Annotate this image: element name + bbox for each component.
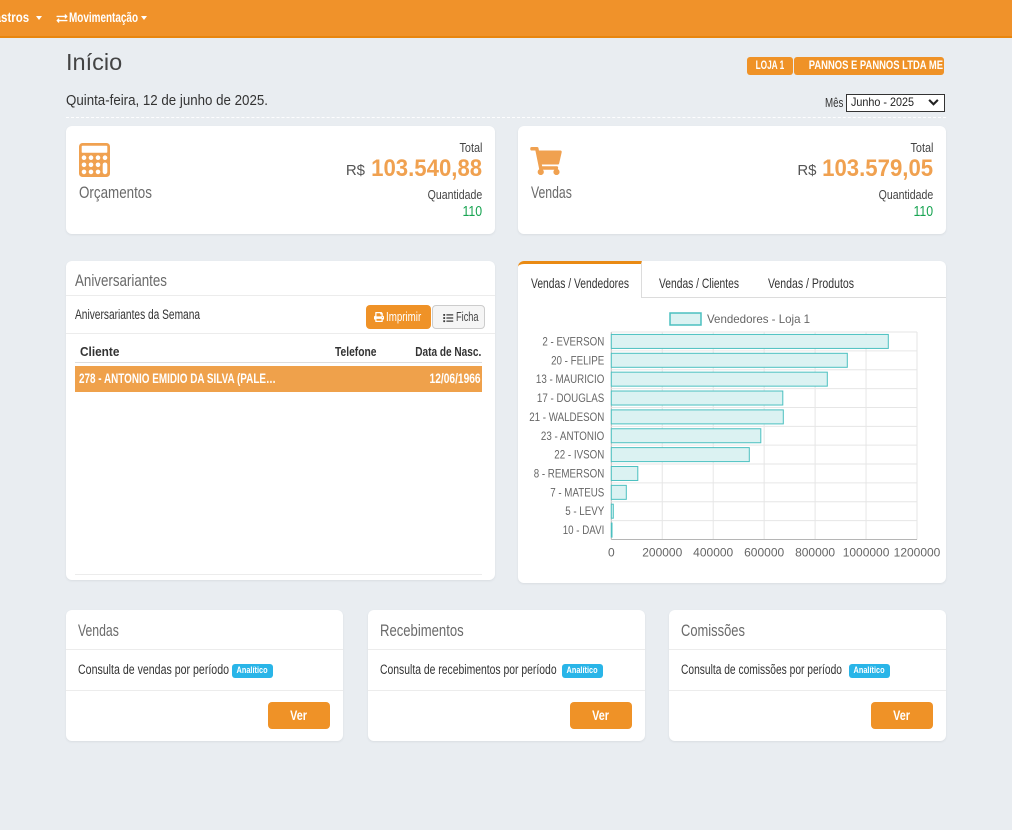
svg-text:0: 0 [607, 546, 614, 560]
svg-text:200000: 200000 [642, 546, 682, 560]
svg-text:Vendedores - Loja 1: Vendedores - Loja 1 [707, 312, 810, 326]
svg-text:10 - DAVI: 10 - DAVI [562, 525, 604, 537]
svg-text:800000: 800000 [795, 546, 835, 560]
svg-text:8 - REMERSON: 8 - REMERSON [533, 468, 604, 480]
svg-text:1200000: 1200000 [893, 546, 940, 560]
svg-text:400000: 400000 [693, 546, 733, 560]
svg-text:21 - WALDESON: 21 - WALDESON [529, 412, 604, 424]
svg-text:2 - EVERSON: 2 - EVERSON [542, 336, 604, 348]
svg-text:17 - DOUGLAS: 17 - DOUGLAS [536, 393, 604, 405]
svg-text:23 - ANTONIO: 23 - ANTONIO [540, 431, 603, 443]
svg-text:5 - LEVY: 5 - LEVY [565, 506, 604, 518]
svg-text:1000000: 1000000 [842, 546, 889, 560]
svg-text:13 - MAURICIO: 13 - MAURICIO [535, 374, 603, 386]
svg-text:22 - IVSON: 22 - IVSON [554, 450, 604, 462]
svg-text:20 - FELIPE: 20 - FELIPE [551, 355, 604, 367]
svg-text:600000: 600000 [744, 546, 784, 560]
svg-text:7 - MATEUS: 7 - MATEUS [550, 487, 604, 499]
